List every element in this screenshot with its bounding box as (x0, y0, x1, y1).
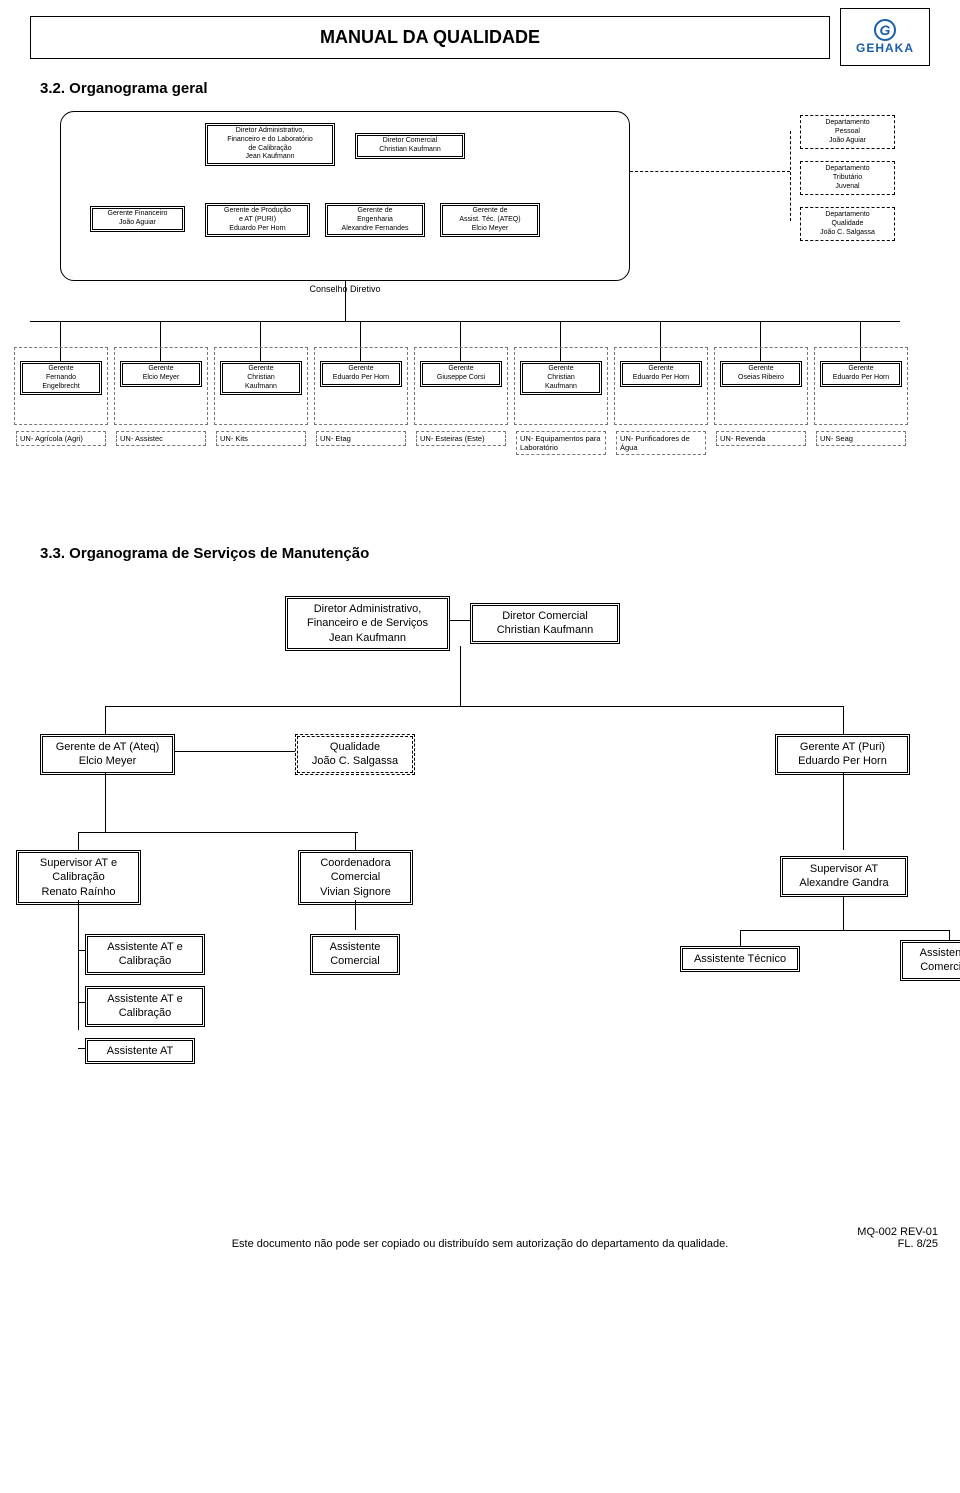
sup-cal: Supervisor AT eCalibraçãoRenato Raínho (16, 850, 141, 905)
un-frame-2 (214, 347, 308, 425)
un-label-6: UN- Purificadores de Água (616, 431, 706, 455)
logo: G GEHAKA (840, 8, 930, 66)
page-title: MANUAL DA QUALIDADE (30, 16, 830, 59)
un-frame-7 (714, 347, 808, 425)
dir-admin: Diretor Administrativo,Financeiro e de S… (285, 596, 450, 651)
conn-dir-h (450, 620, 470, 621)
conn-dash-v (790, 131, 791, 221)
conn-l2-v3 (843, 706, 844, 734)
side-dept-0: DepartamentoPessoalJoão Aguiar (800, 115, 895, 149)
conn-dash (630, 171, 790, 172)
conn-l4-right (740, 930, 950, 931)
conn-main-v (345, 281, 346, 321)
un-label-4: UN- Esteiras (Este) (416, 431, 506, 446)
un-label-8: UN- Seag (816, 431, 906, 446)
org-chart-32: Conselho Diretivo Diretor Administrativo… (0, 101, 960, 531)
un-label-1: UN- Assistec (116, 431, 206, 446)
conn-v-ateq (105, 772, 106, 832)
ger-ateq: Gerente de AT (Ateq)Elcio Meyer (40, 734, 175, 775)
conn-l3-v1 (78, 832, 79, 850)
ger-puri: Gerente AT (Puri)Eduardo Per Horn (775, 734, 910, 775)
conn-l3-v2 (355, 832, 356, 850)
un-label-0: UN- Agrícola (Agri) (16, 431, 106, 446)
section-32-title: 3.2. Organograma geral (0, 66, 960, 101)
council-top-0: Diretor Administrativo,Financeiro e do L… (205, 123, 335, 166)
un-label-2: UN- Kits (216, 431, 306, 446)
elbow2 (78, 1002, 86, 1003)
dir-com: Diretor ComercialChristian Kaufmann (470, 603, 620, 644)
council-frame: Conselho Diretivo (60, 111, 630, 281)
logo-glyph: G (874, 19, 896, 41)
logo-text: GEHAKA (856, 41, 914, 55)
conn-l4-vr1 (740, 930, 741, 946)
un-frame-0 (14, 347, 108, 425)
un-label-7: UN- Revenda (716, 431, 806, 446)
conn-v-puri (843, 772, 844, 832)
un-frame-6 (614, 347, 708, 425)
qualidade: QualidadeJoão C. Salgassa (295, 734, 415, 775)
un-frame-3 (314, 347, 408, 425)
sup-at: Supervisor ATAlexandre Gandra (780, 856, 908, 897)
footer-doccode: MQ-002 REV-01 (857, 1226, 938, 1238)
un-frame-5 (514, 347, 608, 425)
ass-cal-2: Assistente AT eCalibração (85, 986, 205, 1027)
council-bot-2: Gerente deEngenhariaAlexandre Fernandes (325, 203, 425, 237)
un-frame-8 (814, 347, 908, 425)
ass-at: Assistente AT (85, 1038, 195, 1064)
ass-com-2: AssistenteComercial (900, 940, 960, 981)
conn-l3-vr (843, 832, 844, 850)
elbow1 (78, 950, 86, 951)
section-33-title: 3.3. Organograma de Serviços de Manutenç… (0, 531, 960, 566)
footer-disclaimer: Este documento não pode ser copiado ou d… (232, 1238, 729, 1250)
elbow3 (78, 1048, 86, 1049)
org-chart-33: Diretor Administrativo,Financeiro e de S… (0, 596, 960, 1176)
conn-v-supcal (78, 900, 79, 1030)
conn-q (175, 751, 295, 752)
un-label-3: UN- Etag (316, 431, 406, 446)
un-frame-1 (114, 347, 208, 425)
conn-v-supat (843, 896, 844, 930)
council-bot-3: Gerente deAssist. Téc. (ATEQ)Elcio Meyer (440, 203, 540, 237)
conn-dir-v (460, 646, 461, 706)
ass-com-1: AssistenteComercial (310, 934, 400, 975)
coord-com: CoordenadoraComercialVivian Signore (298, 850, 413, 905)
page-header: MANUAL DA QUALIDADE G GEHAKA (0, 0, 960, 66)
council-top-1: Diretor ComercialChristian Kaufmann (355, 133, 465, 159)
council-bot-1: Gerente de Produçãoe AT (PURI)Eduardo Pe… (205, 203, 310, 237)
footer-pageref: FL. 8/25 (857, 1238, 938, 1250)
side-dept-2: DepartamentoQualidadeJoão C. Salgassa (800, 207, 895, 241)
un-frame-4 (414, 347, 508, 425)
side-dept-1: DepartamentoTributárioJuvenal (800, 161, 895, 195)
conn-v-coord (355, 900, 356, 930)
conn-l2-v1 (105, 706, 106, 734)
ass-cal-1: Assistente AT eCalibração (85, 934, 205, 975)
un-label-5: UN- Equipamentos para Laboratório (516, 431, 606, 455)
ass-tec: Assistente Técnico (680, 946, 800, 972)
conn-l2-bus (105, 706, 843, 707)
council-bot-0: Gerente FinanceiroJoão Aguiar (90, 206, 185, 232)
conn-l3-left (78, 832, 358, 833)
page-footer: Este documento não pode ser copiado ou d… (0, 1238, 960, 1250)
